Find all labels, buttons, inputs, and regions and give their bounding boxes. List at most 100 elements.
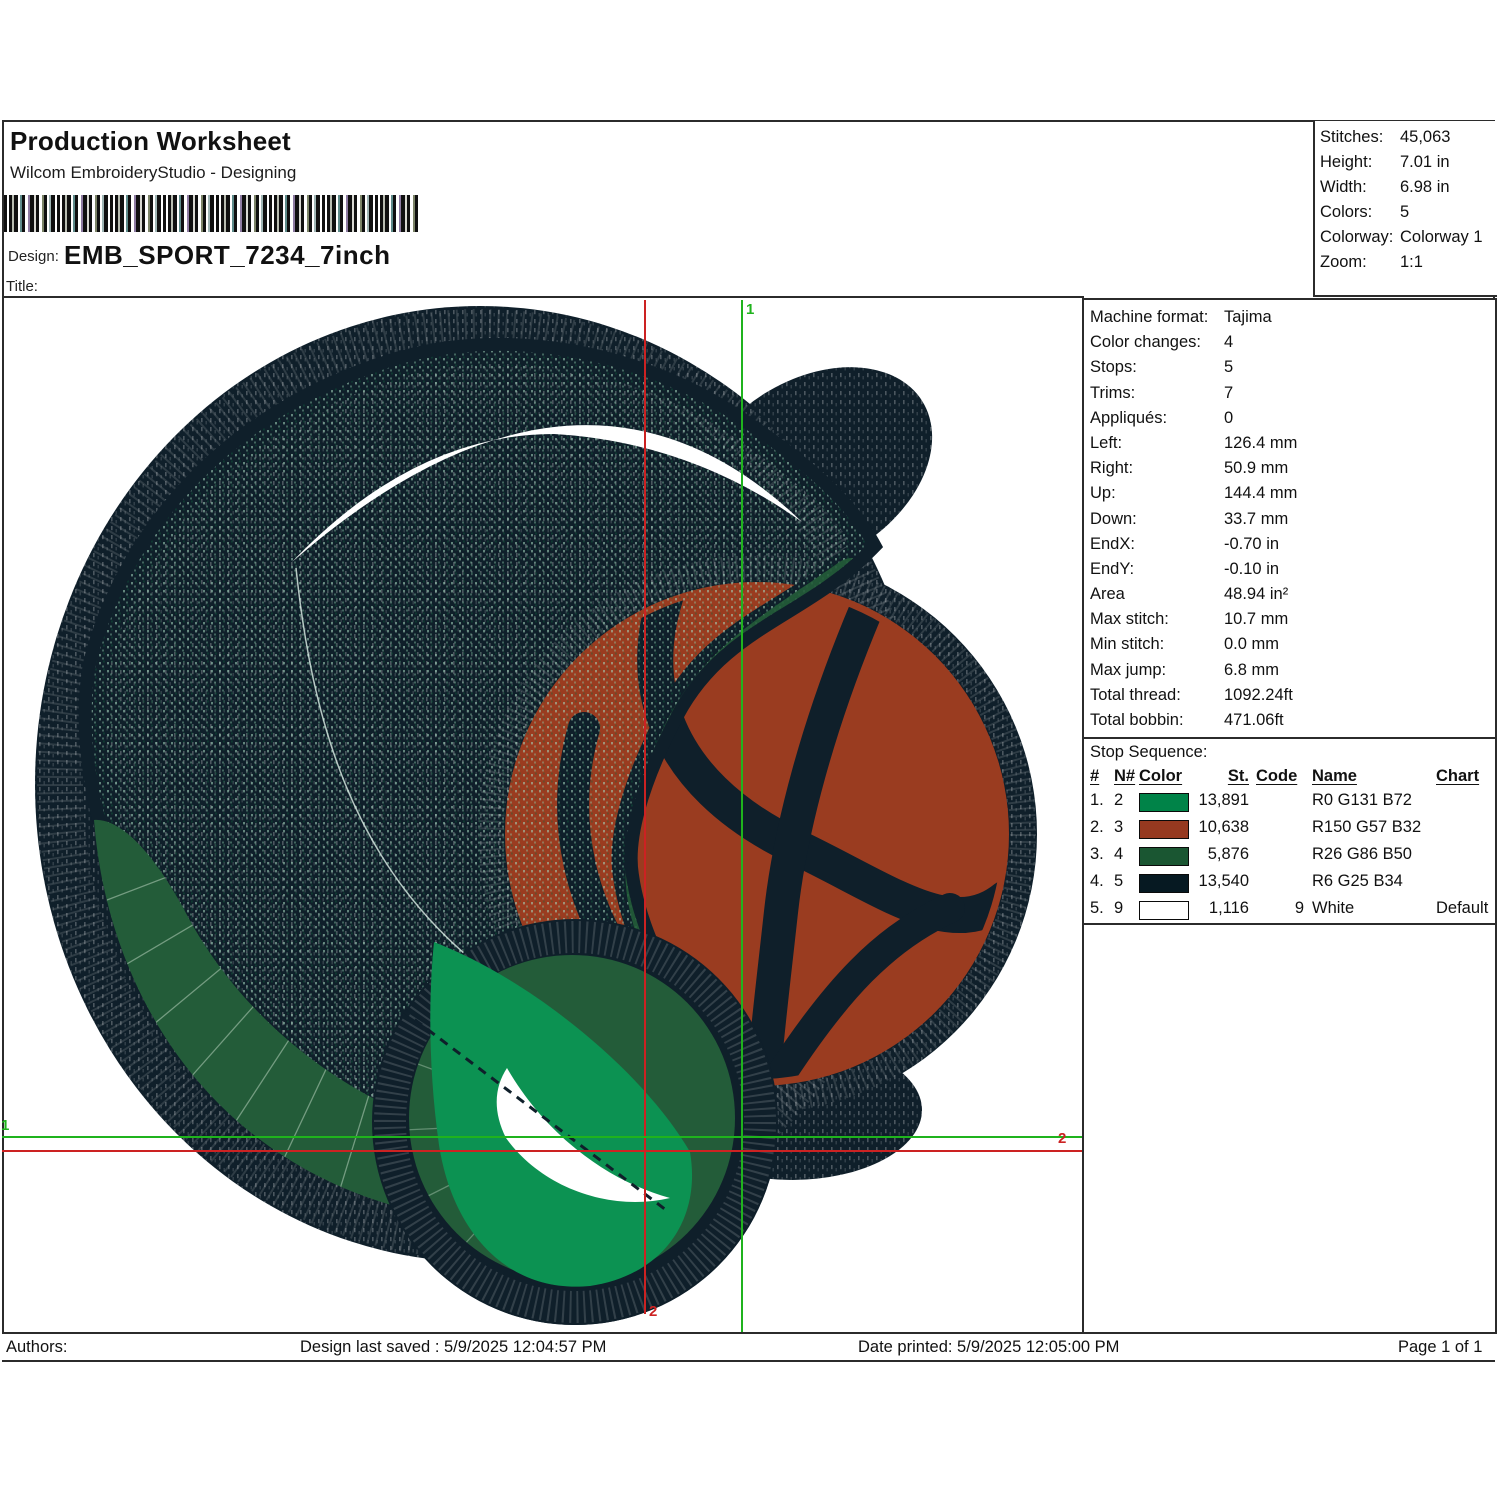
stop-seq: 4. bbox=[1090, 872, 1104, 890]
end-point-vertical-guide bbox=[644, 300, 646, 1314]
stop-chart: Default bbox=[1436, 899, 1489, 917]
stop-name: R150 G57 B32 bbox=[1312, 818, 1422, 836]
summary-row: Colorway: Colorway 1 bbox=[1320, 225, 1497, 250]
machine-row: Up: 144.4 mm bbox=[1090, 481, 1495, 506]
summary-value: 5 bbox=[1400, 203, 1410, 221]
end-marker-right: 2 bbox=[1058, 1130, 1067, 1147]
stop-row: 4. 5 13,540 R6 G25 B34 bbox=[1084, 872, 1495, 899]
machine-label: Max jump: bbox=[1090, 660, 1167, 679]
stop-row: 2. 3 10,638 R150 G57 B32 bbox=[1084, 818, 1495, 845]
machine-value: 144.4 mm bbox=[1224, 484, 1298, 503]
machine-label: EndX: bbox=[1090, 534, 1135, 553]
machine-label: Max stitch: bbox=[1090, 610, 1169, 629]
stop-stitches: 10,638 bbox=[1198, 818, 1249, 836]
start-marker-left: 1 bbox=[1, 1117, 10, 1134]
stop-seq: 2. bbox=[1090, 818, 1104, 836]
app-subtitle: Wilcom EmbroideryStudio - Designing bbox=[10, 163, 297, 182]
machine-value: 0 bbox=[1224, 408, 1234, 427]
machine-row: Down: 33.7 mm bbox=[1090, 507, 1495, 532]
end-point-horizontal-guide bbox=[2, 1150, 1082, 1152]
machine-row: EndX: -0.70 in bbox=[1090, 532, 1495, 557]
stop-name: White bbox=[1312, 899, 1355, 917]
stop-row: 5. 9 1,116 9 White Default bbox=[1084, 899, 1495, 926]
machine-label: Right: bbox=[1090, 459, 1134, 478]
bottom-highlight-swoosh bbox=[496, 1068, 670, 1202]
header-separator bbox=[2, 296, 1084, 298]
stop-sequence-title: Stop Sequence: bbox=[1090, 743, 1208, 761]
machine-label: Up: bbox=[1090, 484, 1116, 503]
col-header-name: Name bbox=[1312, 767, 1357, 785]
machine-info-panel: Machine format: Tajima Color changes: 4 St… bbox=[1082, 298, 1497, 1334]
date-printed-text: Date printed: 5/9/2025 12:05:00 PM bbox=[858, 1338, 1120, 1356]
machine-row: Total bobbin: 471.06ft bbox=[1090, 708, 1495, 733]
machine-label: Left: bbox=[1090, 433, 1123, 452]
machine-label: Machine format: bbox=[1090, 308, 1209, 326]
stop-name: R6 G25 B34 bbox=[1312, 872, 1403, 890]
summary-row: Width: 6.98 in bbox=[1320, 175, 1497, 200]
machine-value: 48.94 in² bbox=[1224, 585, 1289, 604]
machine-label: Stops: bbox=[1090, 358, 1137, 377]
machine-label: Trims: bbox=[1090, 383, 1136, 402]
summary-value: 45,063 bbox=[1400, 128, 1451, 146]
summary-row: Stitches: 45,063 bbox=[1320, 125, 1497, 150]
summary-label: Stitches: bbox=[1320, 128, 1384, 146]
color-swatch bbox=[1139, 901, 1189, 920]
machine-value: 6.8 mm bbox=[1224, 660, 1280, 679]
machine-row: Color changes: 4 bbox=[1090, 330, 1495, 355]
stop-n: 4 bbox=[1114, 845, 1124, 863]
machine-value: 0.0 mm bbox=[1224, 635, 1280, 654]
machine-row: Min stitch: 0.0 mm bbox=[1090, 632, 1495, 657]
machine-value: 126.4 mm bbox=[1224, 433, 1298, 452]
machine-value: 5 bbox=[1224, 358, 1234, 377]
machine-value: Tajima bbox=[1224, 308, 1272, 326]
page-title: Production Worksheet bbox=[10, 126, 291, 156]
machine-row: Total thread: 1092.24ft bbox=[1090, 683, 1495, 708]
design-barcode bbox=[4, 195, 419, 232]
summary-label: Colorway: bbox=[1320, 228, 1394, 246]
stop-n: 2 bbox=[1114, 791, 1124, 809]
stop-n: 5 bbox=[1114, 872, 1124, 890]
machine-label: Down: bbox=[1090, 509, 1137, 528]
machine-label: Min stitch: bbox=[1090, 635, 1165, 654]
machine-label: EndY: bbox=[1090, 559, 1135, 578]
stop-n: 3 bbox=[1114, 818, 1124, 836]
design-summary-box: Stitches: 45,063 Height: 7.01 in Width: 6.9… bbox=[1313, 121, 1497, 297]
machine-row: Appliqués: 0 bbox=[1090, 406, 1495, 431]
stop-name: R26 G86 B50 bbox=[1312, 845, 1412, 863]
machine-value: -0.70 in bbox=[1224, 534, 1280, 553]
machine-label: Area bbox=[1090, 585, 1125, 604]
col-header-n: N# bbox=[1114, 767, 1136, 785]
end-marker-bottom: 2 bbox=[649, 1303, 658, 1320]
col-header-st: St. bbox=[1227, 767, 1249, 785]
machine-label: Color changes: bbox=[1090, 333, 1201, 352]
start-point-vertical-guide bbox=[741, 300, 743, 1332]
design-label: Design: bbox=[8, 248, 59, 265]
stitch-dashed-line bbox=[401, 1008, 667, 1212]
summary-label: Colors: bbox=[1320, 203, 1373, 221]
stop-row: 1. 2 13,891 R0 G131 B72 bbox=[1084, 791, 1495, 818]
machine-value: -0.10 in bbox=[1224, 559, 1280, 578]
stop-stitches: 13,540 bbox=[1198, 872, 1249, 890]
machine-row: Stops: 5 bbox=[1090, 355, 1495, 380]
panel-divider bbox=[1084, 737, 1495, 739]
color-swatch bbox=[1139, 874, 1189, 893]
machine-row: Machine format: Tajima bbox=[1090, 305, 1495, 330]
stop-n: 9 bbox=[1114, 899, 1124, 917]
start-marker-top: 1 bbox=[746, 301, 755, 318]
machine-label: Appliqués: bbox=[1090, 408, 1168, 427]
stop-seq: 3. bbox=[1090, 845, 1104, 863]
machine-value: 10.7 mm bbox=[1224, 610, 1289, 629]
stop-seq: 5. bbox=[1090, 899, 1104, 917]
machine-row: Area 48.94 in² bbox=[1090, 582, 1495, 607]
color-swatch bbox=[1139, 793, 1189, 812]
stop-seq: 1. bbox=[1090, 791, 1104, 809]
machine-label: Total bobbin: bbox=[1090, 711, 1184, 729]
summary-value: 7.01 in bbox=[1400, 153, 1450, 171]
machine-value: 1092.24ft bbox=[1224, 685, 1293, 704]
design-name: EMB_SPORT_7234_7inch bbox=[64, 240, 391, 270]
title-label: Title: bbox=[6, 278, 38, 295]
footer-bar: Authors: Design last saved : 5/9/2025 12… bbox=[2, 1332, 1495, 1362]
summary-label: Zoom: bbox=[1320, 253, 1367, 271]
color-swatch bbox=[1139, 847, 1189, 866]
color-swatch bbox=[1139, 820, 1189, 839]
